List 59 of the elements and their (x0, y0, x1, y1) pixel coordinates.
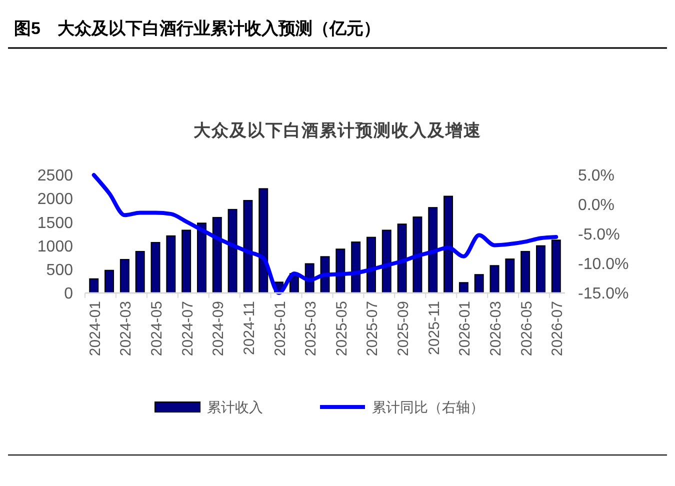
x-tick-label: 2025-09 (395, 301, 412, 356)
bar (89, 278, 99, 294)
bar (104, 270, 114, 294)
bar (551, 240, 561, 294)
bar (351, 242, 361, 294)
legend-label: 累计同比（右轴） (372, 398, 484, 415)
bar (428, 207, 438, 294)
bar (490, 265, 500, 294)
y-tick-label: 0 (64, 286, 74, 303)
bar (520, 250, 530, 294)
x-tick-label: 2025-03 (302, 301, 320, 356)
y2-tick-label: -5.0% (578, 226, 620, 244)
x-tick-label: 2024-09 (210, 301, 228, 356)
bar (228, 208, 238, 294)
x-tick-label: 2024-01 (86, 301, 104, 356)
x-tick-label: 2024-07 (179, 301, 196, 356)
y-tick-label: 2500 (37, 168, 74, 185)
bar (336, 248, 346, 294)
x-tick-label: 2026-05 (518, 301, 536, 356)
x-tick-label: 2024-03 (118, 301, 135, 356)
x-tick-label: 2024-05 (148, 301, 166, 356)
bar (382, 230, 392, 294)
x-tick-label: 2025-01 (272, 301, 289, 356)
x-tick-label: 2025-05 (333, 301, 350, 356)
bar (212, 216, 222, 294)
bar (166, 235, 176, 294)
x-tick-label: 2026-01 (456, 301, 474, 356)
bar (182, 230, 192, 294)
y-tick-label: 1500 (37, 214, 74, 232)
y2-tick-label: -10.0% (578, 256, 629, 274)
bar (258, 188, 268, 294)
bar (412, 216, 422, 294)
bar (196, 222, 206, 294)
y2-tick-label: 5.0% (578, 168, 614, 185)
x-tick-label: 2025-07 (364, 301, 382, 356)
bar (505, 258, 515, 294)
y2-tick-label: -15.0% (578, 286, 629, 303)
y-tick-label: 500 (46, 262, 74, 279)
bar (243, 200, 253, 294)
bar (397, 224, 407, 294)
y-tick-label: 1000 (37, 238, 74, 256)
y2-tick-label: 0.0% (578, 197, 614, 214)
bar (458, 282, 468, 294)
bar (150, 242, 160, 294)
bar (474, 274, 484, 294)
bar (366, 236, 376, 294)
bar (536, 245, 546, 294)
x-tick-label: 2024-11 (240, 301, 258, 355)
line-series (92, 173, 558, 295)
x-tick-label: 2025-11 (426, 301, 443, 355)
x-tick-label: 2026-07 (549, 301, 566, 356)
x-tick-label: 2026-03 (488, 301, 504, 356)
chart-title: 图5 大众及以下白酒行业累计收入预测（亿元） (14, 19, 380, 38)
chart-subtitle: 大众及以下白酒累计预测收入及增速 (194, 121, 482, 140)
y-tick-label: 2000 (37, 191, 74, 208)
legend-label: 累计收入 (207, 398, 263, 415)
bar (444, 196, 454, 294)
bar (135, 250, 145, 294)
bar (120, 258, 130, 294)
